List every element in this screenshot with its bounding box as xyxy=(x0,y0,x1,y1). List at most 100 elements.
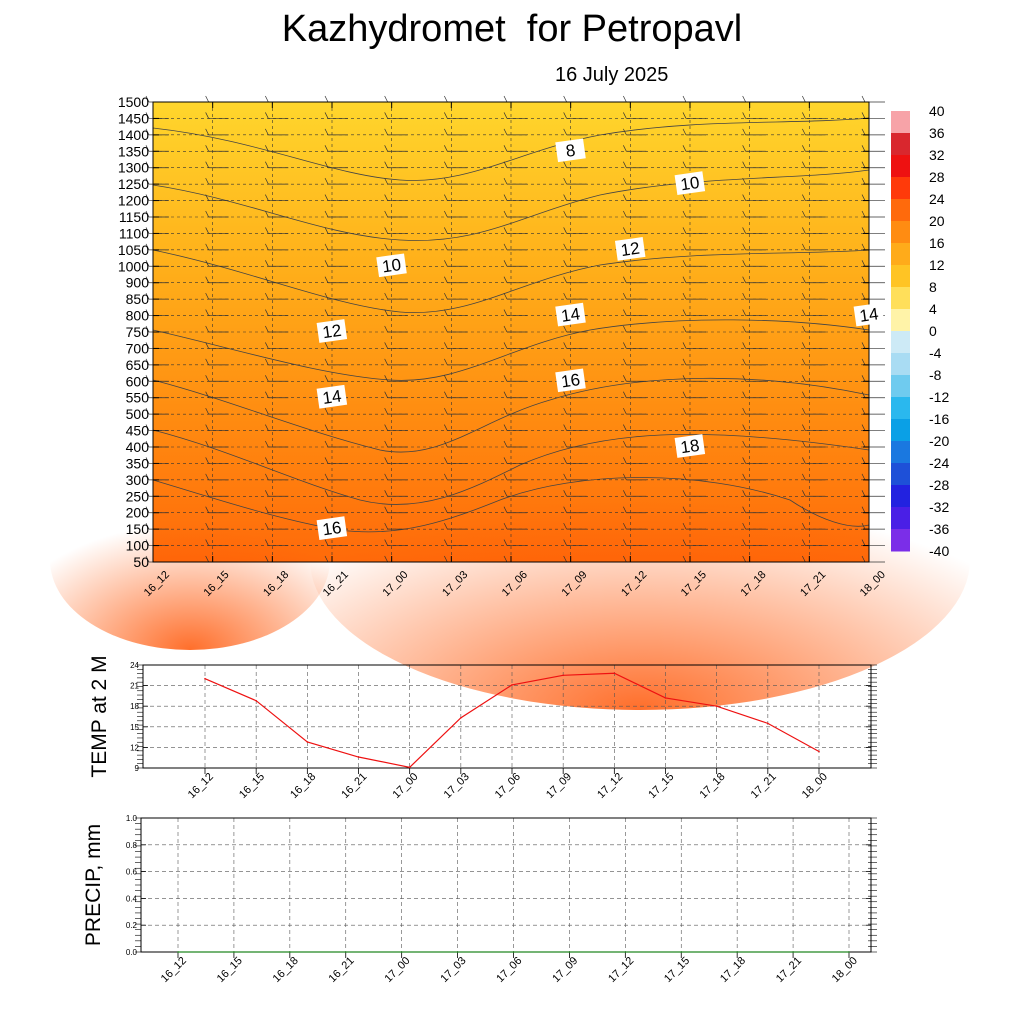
heatmap-ytick-label: 850 xyxy=(126,291,150,307)
wind-barb xyxy=(503,243,527,251)
data-point xyxy=(664,697,667,699)
ytick-label: 1.0 xyxy=(126,814,138,823)
wind-barb xyxy=(682,112,706,119)
colorbar-tick-label: -8 xyxy=(929,367,942,383)
wind-barb xyxy=(444,194,468,201)
wind-barb xyxy=(802,440,826,448)
ytick-label: 24 xyxy=(130,661,139,670)
wind-barb xyxy=(861,95,885,103)
data-point xyxy=(624,951,627,953)
colorbar-tick-label: 4 xyxy=(929,301,937,317)
ytick-label: 0.0 xyxy=(126,948,138,957)
wind-barb xyxy=(444,424,468,431)
wind-barb xyxy=(802,309,826,316)
wind-barb xyxy=(802,227,826,234)
data-point xyxy=(357,756,360,758)
wind-barb xyxy=(265,128,289,136)
wind-barb xyxy=(384,161,408,169)
wind-barb xyxy=(205,375,229,382)
colorbar-tick-label: -28 xyxy=(929,477,949,493)
wind-barb xyxy=(384,440,408,448)
heatmap-warm-core xyxy=(310,410,970,710)
wind-barb xyxy=(802,407,826,415)
wind-barb xyxy=(265,473,289,481)
wind-barb xyxy=(742,112,766,119)
wind-barb xyxy=(802,342,826,349)
wind-barb xyxy=(324,112,348,119)
wind-barb xyxy=(742,309,766,316)
wind-barb xyxy=(503,473,527,481)
wind-barb xyxy=(802,292,826,300)
heatmap-ytick-label: 900 xyxy=(126,275,150,291)
colorbar-tick-label: 28 xyxy=(929,169,945,185)
wind-barb xyxy=(563,210,587,218)
wind-barb xyxy=(503,457,527,464)
data-point xyxy=(562,674,564,677)
wind-barb xyxy=(265,260,289,267)
contour-label: 14 xyxy=(316,384,348,409)
data-point xyxy=(512,951,515,953)
wind-barb xyxy=(623,210,647,218)
heatmap-ytick-label: 1250 xyxy=(118,176,149,192)
wind-barb xyxy=(623,112,647,119)
wind-barb xyxy=(384,112,408,119)
data-point xyxy=(460,717,462,719)
colorbar-bin xyxy=(891,265,910,288)
heatmap-ytick-label: 1050 xyxy=(118,242,149,258)
xtick-label: 17_03 xyxy=(442,771,472,801)
y-axis-label: PRECIP, mm xyxy=(82,824,105,946)
wind-barb xyxy=(742,342,766,349)
wind-barb xyxy=(444,325,468,333)
wind-barb xyxy=(205,539,229,546)
contour-line xyxy=(152,117,870,181)
wind-barb xyxy=(503,128,527,136)
colorbar-bin xyxy=(891,111,910,134)
heatmap-ytick-label: 150 xyxy=(126,521,150,537)
wind-barb xyxy=(682,309,706,316)
wind-barb xyxy=(742,424,766,431)
wind-barb xyxy=(682,227,706,234)
colorbar-tick-label: 36 xyxy=(929,125,945,141)
data-point xyxy=(306,741,309,743)
wind-barb xyxy=(265,391,289,399)
wind-barb xyxy=(682,95,706,103)
wind-barb xyxy=(384,539,408,546)
data-point xyxy=(456,951,459,953)
wind-barb xyxy=(563,194,587,201)
wind-barb xyxy=(324,490,348,497)
wind-barb xyxy=(265,292,289,300)
wind-barb xyxy=(205,128,229,136)
wind-barb xyxy=(623,145,647,152)
xtick-label: 16_12 xyxy=(186,771,216,801)
heatmap-ytick-label: 600 xyxy=(126,373,150,389)
wind-barb xyxy=(563,325,587,333)
colorbar-tick-label: -40 xyxy=(929,543,949,559)
heatmap-ytick-label: 650 xyxy=(126,357,150,373)
wind-barb xyxy=(623,342,647,349)
wind-barb xyxy=(742,260,766,267)
wind-barb xyxy=(324,145,348,152)
data-point xyxy=(204,677,206,680)
chart-frame xyxy=(140,817,872,953)
wind-barb xyxy=(384,358,408,366)
wind-barb xyxy=(444,292,468,300)
wind-barb xyxy=(682,490,706,497)
data-point xyxy=(511,684,513,686)
wind-barb xyxy=(563,292,587,300)
heatmap-ytick-label: 450 xyxy=(126,423,150,439)
wind-barb xyxy=(444,145,468,152)
ytick-label: 15 xyxy=(130,723,139,732)
wind-barb xyxy=(205,440,229,448)
wind-barb xyxy=(324,473,348,481)
xtick-label: 16_18 xyxy=(288,771,318,801)
wind-barb xyxy=(742,440,766,448)
wind-barb xyxy=(742,177,766,185)
data-point xyxy=(715,705,718,707)
colorbar-bin xyxy=(891,463,910,486)
wind-barb xyxy=(324,407,348,415)
wind-barb xyxy=(324,276,348,284)
y-axis-label: TEMP at 2 M xyxy=(88,655,111,777)
wind-barb xyxy=(503,522,527,530)
colorbar-tick-label: -12 xyxy=(929,389,949,405)
wind-barb xyxy=(324,457,348,464)
